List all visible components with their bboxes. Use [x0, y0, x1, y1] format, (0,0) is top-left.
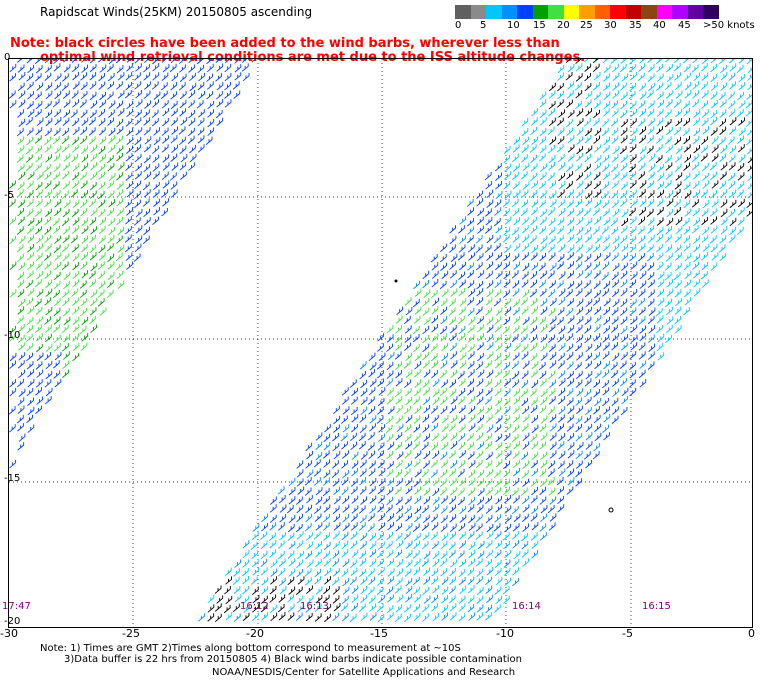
colorbar-swatch [455, 5, 471, 19]
note-line-1: Note: black circles have been added to t… [10, 36, 560, 51]
colorbar-label: 40 [653, 20, 666, 31]
y-label-minus10: -10 [4, 330, 21, 341]
x-label-minus5: -5 [622, 627, 633, 640]
colorbar-label: 25 [580, 20, 593, 31]
colorbar-labels: 0 5 10 15 20 25 30 35 40 45 >50 knots [447, 20, 760, 34]
swath-time-1612: 16:12 [240, 601, 269, 612]
wind-barbs [9, 59, 752, 623]
y-label-0: 0 [4, 52, 11, 63]
colorbar-swatch [594, 5, 610, 19]
colorbar-swatch [501, 5, 517, 19]
swath-time-1615: 16:15 [642, 601, 671, 612]
footer-note-2: 3)Data buffer is 22 hrs from 20150805 4)… [64, 654, 522, 665]
x-label-minus30: -30 [0, 627, 18, 640]
swath-time-1747: 17:47 [2, 601, 31, 612]
colorbar-label: 0 [455, 20, 462, 31]
map-title: Rapidscat Winds(25KM) 20150805 ascending [40, 5, 313, 19]
x-label-minus15: -15 [370, 627, 388, 640]
swath-time-1613: 16:13 [300, 601, 329, 612]
colorbar-swatch [579, 5, 595, 19]
wind-map [8, 58, 753, 628]
y-label-minus15: -15 [4, 473, 21, 484]
colorbar-label: 30 [604, 20, 617, 31]
colorbar-swatch [470, 5, 486, 19]
colorbar-swatch [517, 5, 533, 19]
x-label-minus20: -20 [246, 627, 264, 640]
colorbar-label: 5 [480, 20, 487, 31]
x-label-0: 0 [748, 627, 755, 640]
wind-speed-colorbar [455, 5, 719, 19]
island-marker [394, 279, 398, 283]
x-label-minus10: -10 [496, 627, 514, 640]
colorbar-swatch [703, 5, 719, 19]
colorbar-swatch [610, 5, 626, 19]
swath-time-1614: 16:14 [512, 601, 541, 612]
island-marker [608, 507, 614, 513]
colorbar-swatch [656, 5, 672, 19]
colorbar-label: 10 [507, 20, 520, 31]
colorbar-label: 20 [557, 20, 570, 31]
footer-credit: NOAA/NESDIS/Center for Satellite Applica… [212, 667, 516, 678]
colorbar-label: 45 [678, 20, 691, 31]
x-label-minus25: -25 [122, 627, 140, 640]
note-line-2: optimal wind retrieval conditions are me… [40, 50, 586, 65]
colorbar-label: 35 [629, 20, 642, 31]
colorbar-swatch [672, 5, 688, 19]
colorbar-swatch [687, 5, 703, 19]
colorbar-swatch [625, 5, 641, 19]
footer-note-1: Note: 1) Times are GMT 2)Times along bot… [40, 643, 461, 654]
y-label-minus20: -20 [4, 616, 21, 627]
wind-barb-plot [9, 59, 752, 627]
colorbar-swatch [563, 5, 579, 19]
colorbar-swatch [548, 5, 564, 19]
colorbar-swatch [532, 5, 548, 19]
colorbar-label: >50 knots [703, 20, 755, 31]
colorbar-swatch [486, 5, 502, 19]
colorbar-swatch [641, 5, 657, 19]
colorbar-label: 15 [533, 20, 546, 31]
y-label-minus5: -5 [4, 190, 14, 201]
